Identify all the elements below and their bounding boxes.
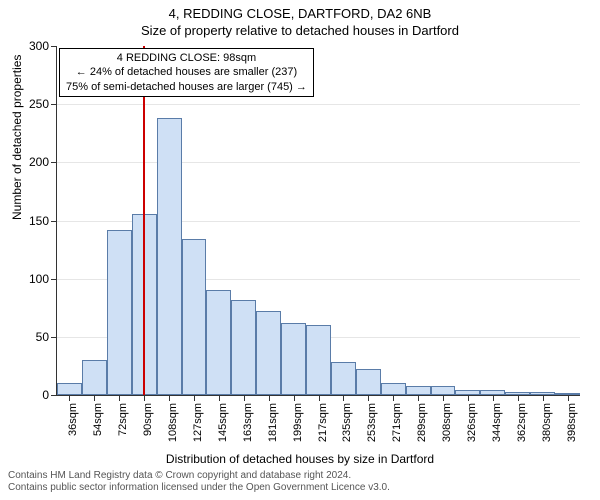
x-tick — [144, 395, 145, 401]
x-tick — [94, 395, 95, 401]
y-tick-label: 300 — [29, 39, 57, 53]
histogram-bar — [57, 383, 82, 395]
footer-line2: Contains public sector information licen… — [8, 482, 592, 494]
x-tick — [294, 395, 295, 401]
x-tick — [119, 395, 120, 401]
histogram-bar — [381, 383, 406, 395]
y-tick-label: 250 — [29, 97, 57, 111]
histogram-bar — [182, 239, 207, 395]
x-tick-label: 235sqm — [341, 403, 353, 442]
x-tick-label: 398sqm — [566, 403, 578, 442]
histogram-bar — [406, 386, 431, 395]
x-tick-label: 199sqm — [292, 403, 304, 442]
x-tick-label: 362sqm — [516, 403, 528, 442]
x-tick-label: 36sqm — [67, 403, 79, 436]
footer-attribution: Contains HM Land Registry data © Crown c… — [0, 466, 600, 500]
reference-line — [143, 46, 145, 395]
histogram-bar — [206, 290, 231, 395]
x-tick-label: 127sqm — [192, 403, 204, 442]
x-tick — [443, 395, 444, 401]
x-tick-label: 163sqm — [242, 403, 254, 442]
y-tick-label: 200 — [29, 155, 57, 169]
footer-line1: Contains HM Land Registry data © Crown c… — [8, 470, 592, 482]
x-tick-label: 90sqm — [142, 403, 154, 436]
x-tick-label: 326sqm — [466, 403, 478, 442]
y-tick-label: 50 — [36, 330, 57, 344]
x-tick-label: 344sqm — [491, 403, 503, 442]
histogram-bar — [281, 323, 306, 395]
histogram-bar — [256, 311, 281, 395]
histogram-bar — [231, 300, 256, 395]
x-tick — [244, 395, 245, 401]
histogram-bar — [306, 325, 331, 395]
page-title-address: 4, REDDING CLOSE, DARTFORD, DA2 6NB — [0, 0, 600, 21]
y-tick-label: 100 — [29, 272, 57, 286]
y-tick-label: 0 — [42, 388, 57, 402]
histogram-plot: 05010015020025030036sqm54sqm72sqm90sqm10… — [56, 46, 580, 396]
annotation-line: 75% of semi-detached houses are larger (… — [66, 80, 307, 94]
histogram-bar — [331, 362, 356, 395]
page-subtitle: Size of property relative to detached ho… — [0, 21, 600, 38]
x-tick-label: 181sqm — [267, 403, 279, 442]
y-tick-label: 150 — [29, 214, 57, 228]
x-tick-label: 271sqm — [391, 403, 403, 442]
x-tick — [69, 395, 70, 401]
x-tick — [493, 395, 494, 401]
annotation-line: 4 REDDING CLOSE: 98sqm — [66, 51, 307, 65]
x-tick — [219, 395, 220, 401]
x-tick-label: 54sqm — [92, 403, 104, 436]
y-axis-label: Number of detached properties — [10, 55, 24, 220]
x-tick — [418, 395, 419, 401]
x-tick — [518, 395, 519, 401]
x-tick-label: 289sqm — [416, 403, 428, 442]
histogram-bar — [82, 360, 107, 395]
x-tick-label: 108sqm — [167, 403, 179, 442]
x-tick — [368, 395, 369, 401]
histogram-bar — [431, 386, 456, 395]
x-tick — [568, 395, 569, 401]
x-tick — [269, 395, 270, 401]
x-tick — [543, 395, 544, 401]
x-tick-label: 217sqm — [317, 403, 329, 442]
histogram-bar — [356, 369, 381, 395]
x-tick — [343, 395, 344, 401]
x-tick — [468, 395, 469, 401]
x-tick-label: 308sqm — [441, 403, 453, 442]
annotation-box: 4 REDDING CLOSE: 98sqm← 24% of detached … — [59, 48, 314, 97]
x-tick-label: 72sqm — [117, 403, 129, 436]
x-tick — [169, 395, 170, 401]
gridline — [57, 104, 580, 105]
x-tick — [393, 395, 394, 401]
x-tick — [319, 395, 320, 401]
gridline — [57, 162, 580, 163]
annotation-line: ← 24% of detached houses are smaller (23… — [66, 65, 307, 79]
histogram-bar — [157, 118, 182, 395]
x-axis-label: Distribution of detached houses by size … — [0, 452, 600, 466]
histogram-bar — [107, 230, 132, 395]
x-tick-label: 253sqm — [366, 403, 378, 442]
x-tick-label: 145sqm — [217, 403, 229, 442]
x-tick — [194, 395, 195, 401]
x-tick-label: 380sqm — [541, 403, 553, 442]
